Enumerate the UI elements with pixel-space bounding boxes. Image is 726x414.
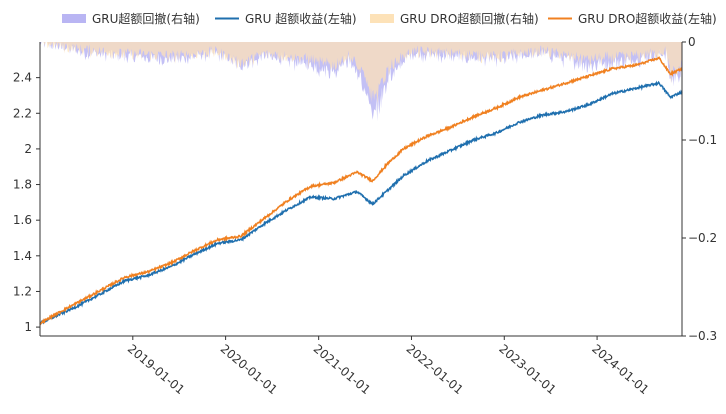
legend: GRU超额回撤(右轴) GRU 超额收益(左轴) GRU DRO超额回撤(右轴) GR… [62, 11, 717, 26]
right-tick-label: 0 [688, 35, 696, 49]
left-tick-label: 2 [24, 142, 32, 156]
return-line-gru-dro [39, 55, 683, 326]
legend-swatch-area [62, 14, 86, 23]
plot-area [39, 42, 683, 326]
left-tick-label: 2.4 [13, 71, 32, 85]
legend-label: GRU DRO超额回撤(右轴) [400, 11, 539, 26]
left-tick-label: 1.8 [13, 178, 32, 192]
drawdown-area-gru-dro [40, 42, 682, 105]
left-tick-label: 1.6 [13, 213, 32, 227]
x-tick-label: 2019-01-01 [125, 342, 187, 398]
return-line-gru [39, 80, 683, 325]
legend-label: GRU 超额收益(左轴) [245, 11, 357, 26]
x-tick-label: 2024-01-01 [589, 342, 651, 398]
x-tick-label: 2020-01-01 [218, 342, 280, 398]
legend-swatch-area [370, 14, 394, 23]
left-tick-label: 1 [24, 320, 32, 334]
right-tick-label: −0.3 [688, 329, 717, 343]
x-tick-label: 2022-01-01 [404, 342, 466, 398]
right-tick-label: −0.2 [688, 231, 717, 245]
x-tick-label: 2023-01-01 [496, 342, 558, 398]
right-tick-label: −0.1 [688, 133, 717, 147]
legend-label: GRU超额回撤(右轴) [92, 11, 200, 26]
x-tick-label: 2021-01-01 [311, 342, 373, 398]
left-tick-label: 1.4 [13, 249, 32, 263]
left-tick-label: 1.2 [13, 284, 32, 298]
legend-label: GRU DRO超额收益(左轴) [578, 11, 717, 26]
left-tick-label: 2.2 [13, 106, 32, 120]
